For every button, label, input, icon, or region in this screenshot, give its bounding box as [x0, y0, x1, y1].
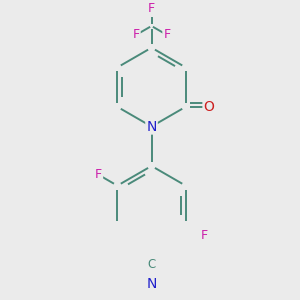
- Text: F: F: [95, 168, 102, 181]
- Text: F: F: [163, 28, 170, 41]
- Text: C: C: [147, 258, 156, 271]
- Text: F: F: [201, 230, 208, 242]
- Text: F: F: [133, 28, 140, 41]
- Text: N: N: [146, 277, 157, 291]
- Text: N: N: [146, 119, 157, 134]
- Text: O: O: [203, 100, 214, 114]
- Text: F: F: [148, 2, 155, 15]
